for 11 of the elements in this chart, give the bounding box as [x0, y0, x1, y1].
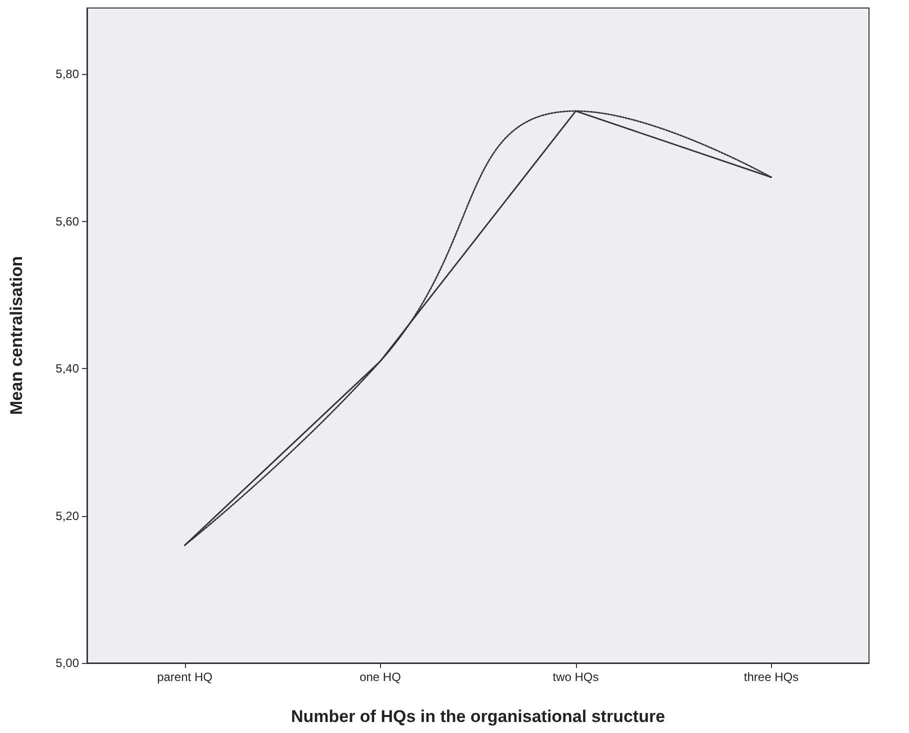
x-tick-label: one HQ [360, 670, 401, 684]
x-tick-label: parent HQ [157, 670, 212, 684]
y-tick-label: 5,20 [56, 508, 80, 523]
x-tick-label: three HQs [744, 670, 799, 684]
x-tick-label: two HQs [552, 670, 599, 684]
y-tick-label: 5,40 [56, 362, 80, 376]
y-tick-label: 5,80 [56, 67, 80, 82]
y-tick-label: 5,60 [56, 214, 80, 228]
y-tick-label: 5,00 [56, 656, 80, 670]
y-axis-title: Mean centralisation [7, 256, 26, 415]
x-axis-title: Number of HQs in the organisational structure [290, 707, 666, 726]
